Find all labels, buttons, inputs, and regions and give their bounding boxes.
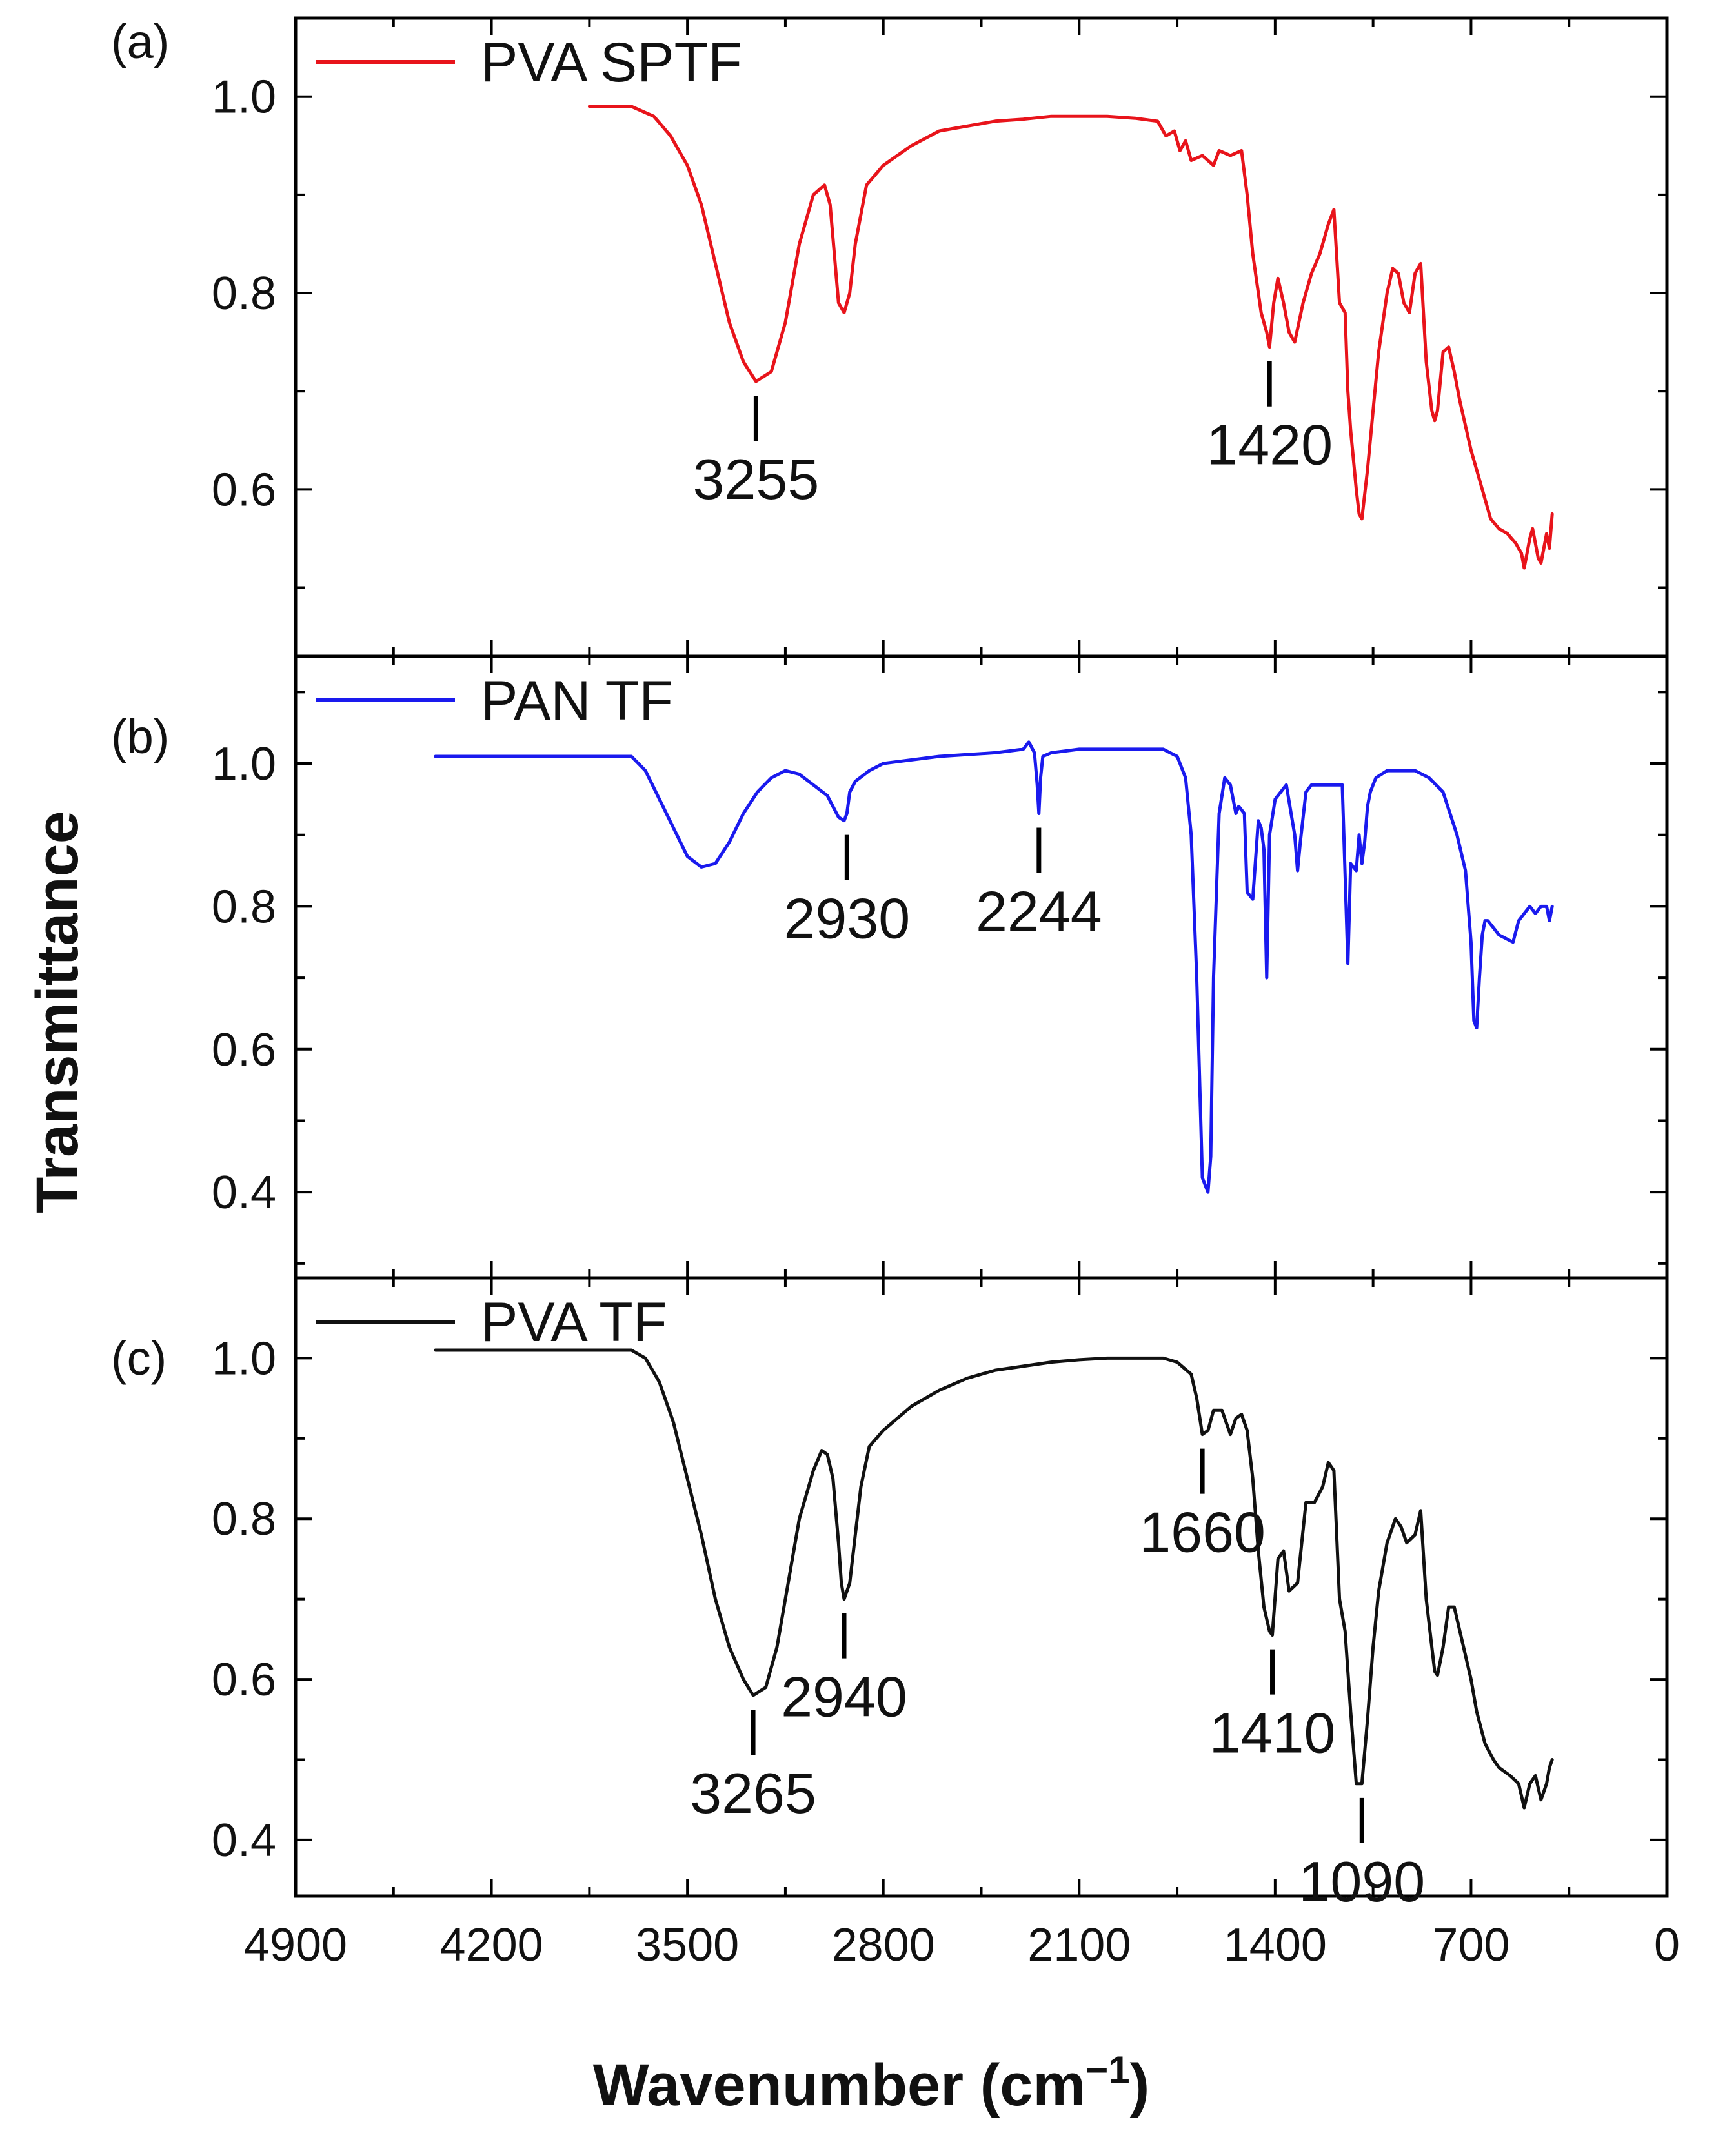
legend-label-b: PAN TF (481, 670, 673, 732)
panel-c-ytick-label: 0.6 (212, 1654, 276, 1706)
panel-c-frame (294, 1276, 1669, 1898)
y-axis-title: Transmittance (25, 811, 90, 1213)
panel-c-ytick-label: 1.0 (212, 1333, 276, 1384)
peak-annotations: 3255 1420 2930 2244 3265 2940 1660 1410 1090 (690, 361, 1425, 1914)
peak-label-3255: 3255 (693, 447, 820, 511)
series-line-c (434, 1348, 1554, 1810)
axis-ticks (294, 18, 1668, 1896)
x-axis-unit: cm (1000, 2052, 1085, 2118)
legend-label-c: PVA TF (481, 1291, 667, 1353)
spectra-lines (434, 105, 1554, 1810)
series-line-b (434, 740, 1554, 1194)
panel-c-ytick-label: 0.8 (212, 1493, 276, 1545)
panel-b-ytick-label: 1.0 (212, 738, 276, 790)
peak-label-2940: 2940 (781, 1665, 907, 1729)
series-line-a (587, 105, 1554, 570)
panel-a-ytick-label: 0.8 (212, 268, 276, 319)
xtick-label: 3500 (636, 1919, 739, 1971)
xtick-label: 700 (1432, 1919, 1509, 1971)
peak-label-1090: 1090 (1298, 1850, 1425, 1914)
peak-label-1410: 1410 (1209, 1701, 1336, 1765)
peak-label-1420: 1420 (1206, 413, 1333, 477)
panel-c-ytick-label: 0.4 (212, 1815, 276, 1866)
x-axis-title: Wavenumber (cm−1) (593, 2048, 1150, 2118)
panel-label-b: (b) (111, 710, 169, 763)
xtick-label: 4900 (244, 1919, 347, 1971)
panel-b-ytick-label: 0.6 (212, 1024, 276, 1076)
x-axis-title-main: Wavenumber (593, 2052, 964, 2118)
panel-a-ytick-label: 1.0 (212, 72, 276, 123)
panel-label-a: (a) (111, 15, 169, 68)
chart-text: 0.6 0.8 1.0 PVA SPTF (a) 0.4 0.6 0.8 1.0 PAN TF (b… (111, 15, 1680, 1971)
x-axis-unit-exponent: −1 (1085, 2048, 1129, 2092)
xtick-label: 2100 (1027, 1919, 1131, 1971)
panel-label-c: (c) (111, 1331, 167, 1385)
peak-label-2244: 2244 (976, 880, 1102, 944)
peak-label-3265: 3265 (690, 1761, 816, 1825)
panel-b-ytick-label: 0.8 (212, 881, 276, 933)
plot-frames (294, 16, 1669, 1898)
peak-label-1660: 1660 (1139, 1501, 1266, 1564)
peak-label-2930: 2930 (783, 887, 910, 951)
xtick-label: 1400 (1224, 1919, 1327, 1971)
panel-a-frame (294, 16, 1669, 658)
panel-a-ytick-label: 0.6 (212, 464, 276, 516)
xtick-label: 0 (1654, 1919, 1680, 1971)
panel-b-frame (294, 654, 1669, 1280)
xtick-label: 2800 (832, 1919, 935, 1971)
xtick-label: 4200 (439, 1919, 543, 1971)
legend-label-a: PVA SPTF (481, 32, 742, 94)
panel-b-ytick-label: 0.4 (212, 1167, 276, 1218)
